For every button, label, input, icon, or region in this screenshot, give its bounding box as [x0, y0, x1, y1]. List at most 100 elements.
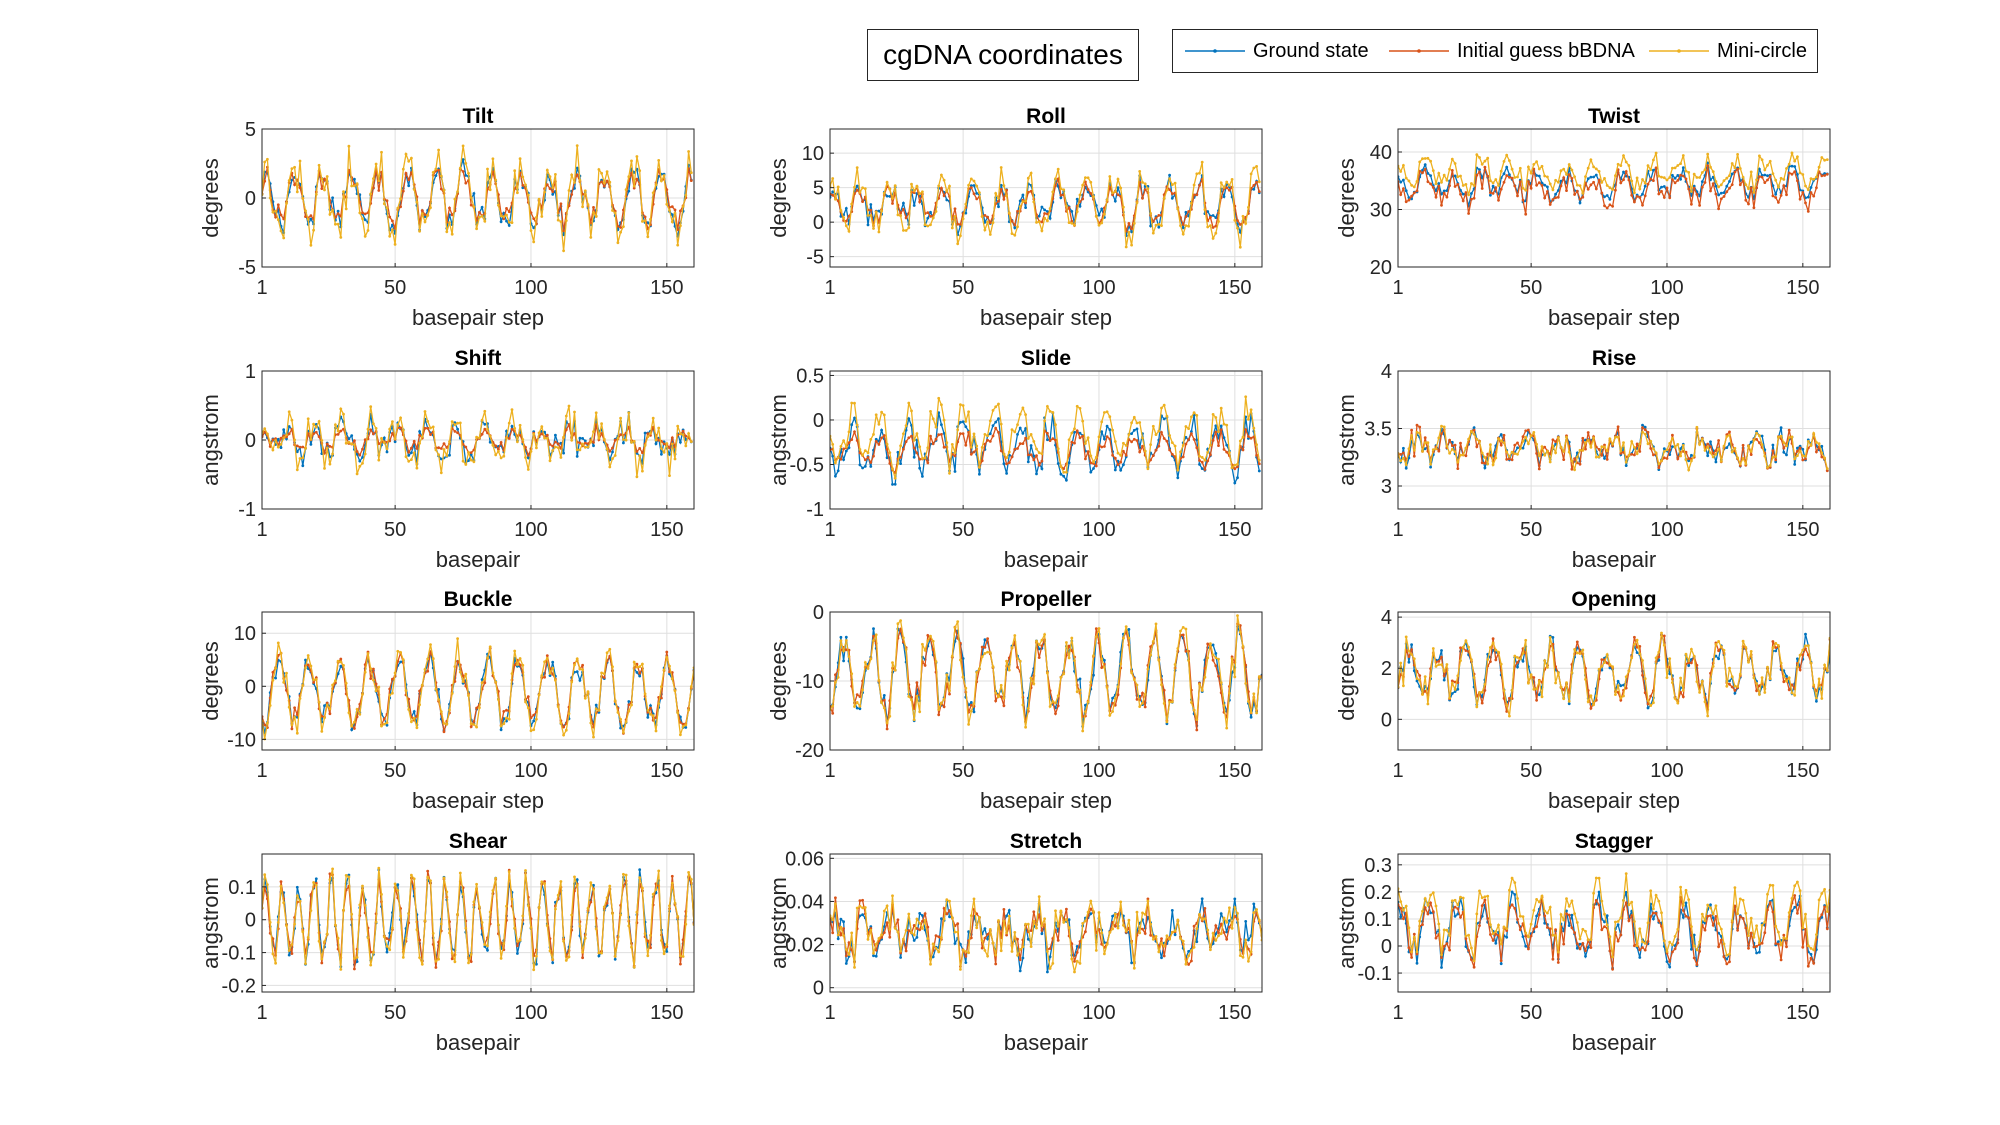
series-point-slide-1-5 — [842, 447, 845, 451]
series-point-buckle-2-56 — [412, 716, 416, 720]
series-point-roll-2-60 — [991, 221, 995, 225]
series-point-tilt-2-29 — [339, 236, 343, 239]
series-point-slide-2-44 — [948, 471, 951, 475]
series-point-twist-1-117 — [1714, 192, 1718, 196]
series-point-twist-2-116 — [1711, 170, 1715, 174]
series-point-twist-0-24 — [1461, 192, 1465, 196]
series-point-tilt-2-96 — [521, 175, 525, 179]
series-point-roll-2-5 — [842, 216, 845, 220]
series-point-roll-2-98 — [1094, 215, 1098, 218]
series-point-tilt-2-150 — [668, 209, 671, 212]
series-point-propeller-2-140 — [1209, 642, 1212, 645]
series-point-opening-1-20 — [1450, 679, 1454, 683]
series-point-rise-2-41 — [1508, 454, 1511, 458]
series-point-roll-2-137 — [1200, 160, 1204, 164]
series-point-roll-1-147 — [1228, 188, 1231, 192]
series-point-buckle-0-16 — [304, 658, 307, 662]
series-point-opening-1-4 — [1407, 655, 1411, 658]
series-point-opening-2-141 — [1779, 661, 1783, 665]
series-point-slide-1-95 — [1086, 450, 1090, 454]
series-point-shift-2-94 — [516, 440, 519, 444]
series-point-tilt-2-125 — [600, 171, 603, 175]
series-point-tilt-2-114 — [570, 173, 574, 177]
series-point-opening-2-114 — [1706, 714, 1710, 718]
series-point-twist-2-75 — [1600, 181, 1604, 184]
series-point-buckle-1-143 — [649, 706, 652, 710]
series-point-shift-0-58 — [418, 430, 421, 433]
series-point-opening-2-120 — [1722, 648, 1726, 652]
series-point-slide-1-135 — [1195, 446, 1199, 450]
series-point-shift-2-144 — [651, 416, 655, 420]
series-point-tilt-1-38 — [363, 212, 367, 216]
series-point-shear-2-34 — [353, 957, 356, 960]
series-point-twist-2-84 — [1624, 160, 1628, 164]
series-point-twist-2-108 — [1690, 190, 1693, 193]
series-point-shift-1-151 — [670, 436, 674, 440]
series-point-twist-2-44 — [1516, 175, 1519, 179]
series-point-buckle-2-157 — [687, 708, 690, 712]
series-point-slide-1-67 — [1010, 455, 1014, 459]
series-point-twist-0-58 — [1554, 192, 1557, 196]
series-point-shift-2-157 — [687, 432, 690, 435]
series-point-twist-1-26 — [1467, 212, 1470, 215]
series-point-rise-2-138 — [1771, 455, 1775, 459]
series-point-propeller-2-54 — [975, 671, 979, 674]
series-point-slide-2-47 — [956, 428, 960, 432]
series-point-buckle-2-147 — [660, 685, 663, 689]
series-point-opening-0-4 — [1407, 660, 1411, 664]
series-point-twist-1-63 — [1567, 173, 1571, 177]
series-point-rise-1-54 — [1543, 445, 1547, 449]
series-point-opening-2-96 — [1657, 650, 1661, 654]
series-point-shift-0-111 — [562, 451, 565, 455]
series-point-twist-2-155 — [1817, 165, 1821, 169]
series-point-rise-2-36 — [1494, 456, 1498, 460]
series-point-shift-0-92 — [510, 424, 514, 428]
series-point-slide-2-87 — [1065, 470, 1068, 474]
series-point-shift-2-156 — [684, 444, 688, 448]
series-point-twist-2-7 — [1415, 180, 1419, 183]
series-point-buckle-2-38 — [363, 670, 367, 674]
series-point-slide-2-154 — [1247, 418, 1250, 421]
subplot-title-rise: Rise — [1592, 347, 1636, 370]
series-point-twist-1-134 — [1760, 175, 1764, 179]
series-point-shear-2-22 — [320, 957, 324, 961]
series-point-slide-2-127 — [1173, 444, 1177, 448]
series-point-propeller-2-72 — [1024, 725, 1027, 729]
series-point-rise-2-26 — [1467, 437, 1470, 441]
series-point-propeller-1-77 — [1037, 656, 1041, 659]
series-point-opening-2-77 — [1605, 653, 1609, 656]
series-point-twist-1-99 — [1665, 186, 1669, 190]
series-point-opening-1-105 — [1681, 695, 1685, 699]
series-point-slide-1-121 — [1157, 444, 1161, 448]
series-point-propeller-2-66 — [1007, 668, 1011, 672]
series-point-slide-2-64 — [1002, 452, 1006, 456]
series-point-twist-1-96 — [1657, 192, 1661, 196]
series-point-propeller-0-6 — [844, 635, 848, 639]
series-point-twist-2-21 — [1453, 162, 1457, 165]
ytick-label-slide-3: 0.5 — [796, 365, 824, 387]
series-point-buckle-2-13 — [295, 731, 299, 735]
series-point-shear-2-30 — [342, 908, 345, 912]
ylabel-roll: degrees — [766, 158, 791, 238]
series-point-opening-2-119 — [1719, 645, 1723, 649]
series-point-propeller-2-38 — [931, 639, 935, 643]
series-point-slide-2-18 — [877, 422, 881, 426]
series-point-roll-1-111 — [1130, 227, 1133, 231]
series-point-shift-2-34 — [353, 443, 356, 447]
series-point-twist-1-147 — [1796, 179, 1799, 183]
series-point-opening-2-126 — [1738, 672, 1742, 676]
series-point-shift-1-65 — [437, 446, 440, 450]
series-point-slide-1-149 — [1233, 467, 1237, 471]
series-point-buckle-2-11 — [290, 723, 294, 727]
series-point-rise-1-81 — [1616, 425, 1620, 429]
series-point-opening-2-63 — [1567, 699, 1571, 703]
series-point-twist-0-152 — [1809, 186, 1813, 189]
series-point-roll-2-147 — [1228, 184, 1231, 187]
series-point-rise-1-1 — [1399, 453, 1403, 456]
series-point-shear-1-104 — [543, 880, 546, 883]
series-point-rise-0-58 — [1554, 442, 1557, 446]
series-point-propeller-0-104 — [1111, 696, 1114, 700]
series-point-tilt-0-75 — [464, 174, 468, 177]
series-point-tilt-2-104 — [543, 190, 546, 194]
series-point-propeller-2-34 — [921, 642, 924, 646]
